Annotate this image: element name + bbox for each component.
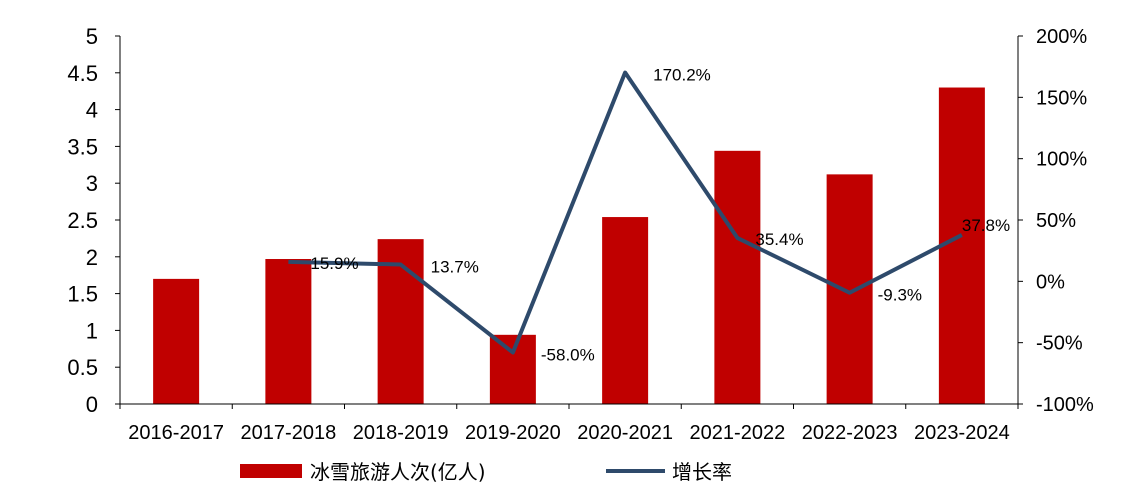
growth-data-label: 13.7% — [431, 258, 479, 277]
x-tick-label: 2020-2021 — [577, 422, 673, 444]
bar-2020-2021 — [602, 217, 649, 404]
bar-2019-2020 — [489, 334, 536, 404]
left-tick-label: 4.5 — [67, 61, 98, 86]
legend: 冰雪旅游人次(亿人) 增长率 — [240, 460, 732, 484]
x-tick-label: 2017-2018 — [241, 422, 337, 444]
growth-line — [288, 70, 963, 355]
left-tick-label: 0 — [86, 392, 98, 417]
bar-2022-2023 — [826, 174, 873, 404]
growth-data-label: 15.9% — [310, 254, 358, 273]
growth-data-label: -9.3% — [878, 286, 922, 305]
left-tick-label: 5 — [86, 24, 98, 49]
x-axis-ticks: 2016-2017 2017-2018 2018-2019 2019-2020 2020… — [119, 404, 1019, 444]
bar-2016-2017 — [153, 278, 200, 404]
left-tick-label: 2.5 — [67, 208, 98, 233]
left-tick-label: 3.5 — [67, 134, 98, 159]
right-tick-label: 200% — [1036, 26, 1087, 48]
bar-series — [153, 87, 985, 405]
right-tick-label: 0% — [1036, 271, 1065, 293]
right-tick-label: 100% — [1036, 149, 1087, 171]
growth-data-label: -58.0% — [541, 345, 595, 364]
x-tick-label: 2022-2023 — [802, 422, 898, 444]
legend-line-label: 增长率 — [672, 460, 732, 484]
growth-data-label: 35.4% — [755, 230, 803, 249]
left-tick-label: 1.5 — [67, 282, 98, 307]
right-tick-label: -50% — [1036, 333, 1083, 355]
right-tick-label: -100% — [1036, 394, 1094, 416]
left-tick-label: 4 — [86, 98, 98, 123]
right-tick-label: 150% — [1036, 87, 1087, 109]
bar-2023-2024 — [938, 87, 985, 405]
x-tick-label: 2021-2022 — [690, 422, 786, 444]
bar-2021-2022 — [714, 150, 761, 404]
left-axis-ticks: 0 0.5 1 1.5 2 2.5 3 3.5 4 4.5 5 — [67, 24, 120, 417]
x-tick-label: 2023-2024 — [914, 422, 1010, 444]
legend-bar-label: 冰雪旅游人次(亿人) — [310, 460, 486, 484]
growth-line-series: 15.9% 13.7% -58.0% 170.2% 35.4% -9.3% 37.8% — [288, 66, 1010, 364]
legend-bar-swatch — [240, 464, 302, 478]
axes — [119, 36, 1019, 405]
x-tick-label: 2016-2017 — [128, 422, 224, 444]
growth-data-label: 170.2% — [653, 66, 711, 85]
bar-2017-2018 — [265, 259, 312, 404]
x-tick-label: 2019-2020 — [465, 422, 561, 444]
growth-data-label: 37.8% — [962, 216, 1010, 235]
x-tick-label: 2018-2019 — [353, 422, 449, 444]
left-tick-label: 0.5 — [67, 355, 98, 380]
right-tick-label: 50% — [1036, 210, 1076, 232]
left-tick-label: 2 — [86, 245, 98, 270]
left-tick-label: 1 — [86, 318, 98, 343]
left-tick-label: 3 — [86, 171, 98, 196]
right-axis-ticks: -100% -50% 0% 50% 100% 150% 200% — [1018, 26, 1094, 416]
